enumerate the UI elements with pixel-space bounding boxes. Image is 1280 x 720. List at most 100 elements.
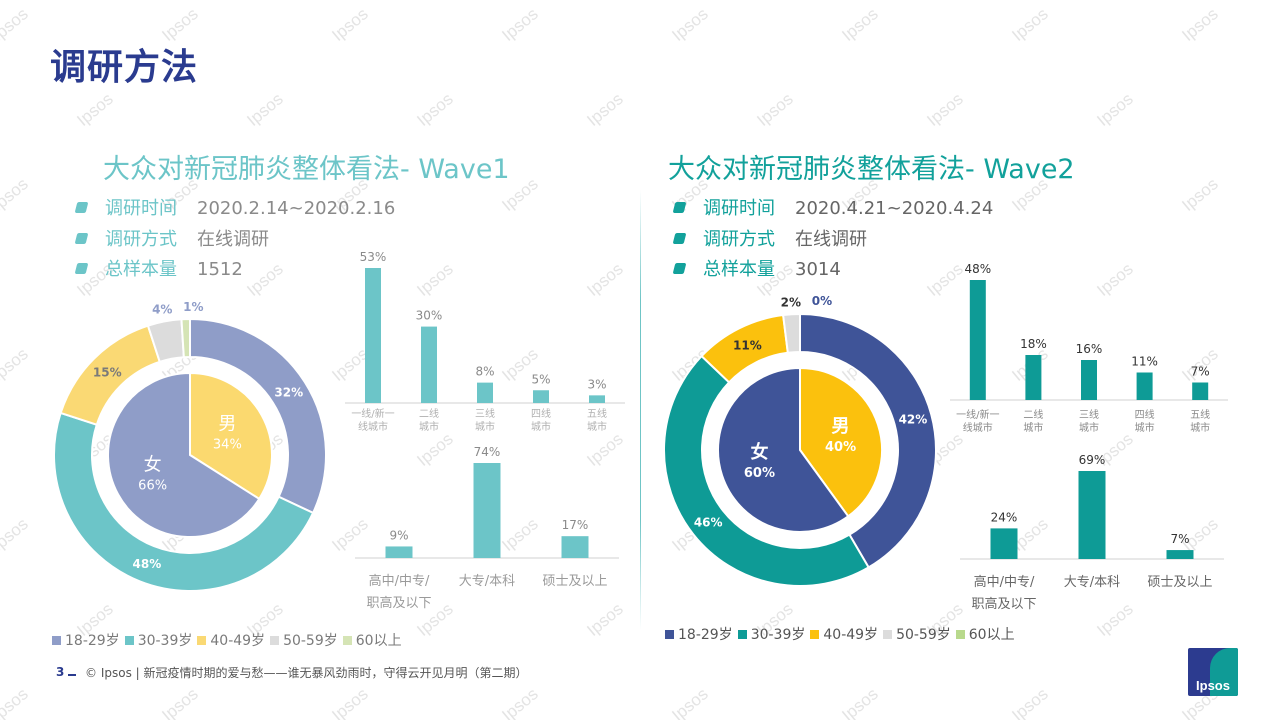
bar-category-label: 线城市 [963,421,993,434]
bar [533,390,549,403]
info-value: 在线调研 [795,229,867,250]
age-ring-segment [189,317,327,515]
age-ring-label: 48% [133,557,162,571]
legend-item: 60以上 [342,630,402,650]
info-label: 总样本量 [703,259,775,280]
bar-value-label: 18% [1020,337,1047,351]
wave1-info-row: 调研方式 在线调研 [74,225,269,251]
legend-item: 40-49岁 [810,624,878,644]
bar [365,268,381,403]
legend-label: 18-29岁 [65,633,120,649]
bar-category-label: 大专/本科 [459,574,515,589]
legend-swatch [665,629,674,639]
ipsos-logo: Ipsos [1188,648,1238,696]
legend-label: 50-59岁 [896,627,951,643]
bar-category-label: 高中/中专/ [974,574,1035,590]
bar [477,382,493,403]
age-ring-segment [663,354,870,587]
legend-label: 40-49岁 [210,633,266,649]
watermark-text: Ipsos [1008,4,1052,45]
watermark-text: Ipsos [413,89,457,130]
bar [385,546,413,558]
bar-category-label: 二线 [1023,408,1043,421]
watermark-text: Ipsos [1008,684,1052,720]
gender-slice [107,371,261,538]
page-number: 3 [56,665,65,679]
legend-swatch [810,629,820,639]
age-ring-label: 1% [183,300,203,314]
wave1-education-bar-chart: 9% 高中/中专/职高及以下 74% 大专/本科 17% 硕士及以上 [355,445,619,611]
bullet-icon [74,232,89,244]
bar-category-label: 城市 [1023,421,1043,434]
watermark-text: Ipsos [838,684,882,720]
bar-value-label: 16% [1076,342,1103,356]
bar-category-label: 硕士及以上 [542,574,607,589]
legend-item: 18-29岁 [52,630,120,650]
age-ring-segment [782,312,801,354]
info-label: 调研方式 [703,229,775,250]
legend-label: 60以上 [355,633,402,649]
bar [473,463,501,558]
gender-value-label: 66% [138,479,167,494]
wave1-title: 大众对新冠肺炎整体看法- Wave1 [103,154,510,185]
bar-category-label: 一线/新一 [351,407,394,420]
bar-category-label: 城市 [475,420,495,433]
gender-label: 男 [832,416,850,437]
bar-value-label: 74% [474,445,501,459]
gender-slice [717,366,850,533]
legend-swatch [883,629,893,639]
wave2-info-row: 总样本量 3014 [672,255,841,281]
legend-swatch [737,629,747,639]
age-ring-label: 11% [733,339,762,353]
bar-category-label: 四线 [531,407,551,420]
bar-category-label: 职高及以下 [366,595,431,611]
watermark-text: Ipsos [158,684,202,720]
watermark-text: Ipsos [498,684,542,720]
bar-category-label: 城市 [419,420,439,433]
legend-item: 30-39岁 [124,630,193,650]
bar-value-label: 30% [416,309,443,323]
bar-category-label: 大专/本科 [1064,575,1120,590]
legend-item: 50-59岁 [270,630,338,650]
wave2-info-row: 调研方式 在线调研 [672,225,867,251]
bar-value-label: 53% [360,250,387,264]
watermark-text: Ipsos [0,514,32,555]
watermark-text: Ipsos [668,684,712,720]
info-label: 调研时间 [703,198,775,219]
gender-label: 男 [218,413,236,434]
age-ring-label: 4% [152,303,172,317]
gender-value-label: 34% [213,437,242,452]
legend-label: 30-39岁 [137,633,193,649]
wave2-info-row: 调研时间 2020.4.21~2020.4.24 [672,194,993,220]
bar [561,536,589,558]
bar-value-label: 5% [531,372,550,386]
bar-category-label: 一线/新一 [956,408,999,421]
gender-value-label: 40% [825,440,856,455]
bar-category-label: 二线 [419,407,439,420]
bar-value-label: 24% [991,510,1018,524]
gender-label: 女 [750,441,768,463]
watermark-text: Ipsos [328,684,372,720]
bullet-icon [74,201,89,213]
bar-value-label: 69% [1079,453,1106,467]
panel-divider [640,190,641,630]
legend-item: 50-59岁 [883,624,951,644]
legend-item: 60以上 [955,624,1015,644]
legend-item: 18-29岁 [665,624,733,644]
bar-category-label: 三线 [1079,408,1099,421]
legend-swatch [197,635,207,645]
bar-category-label: 城市 [587,420,607,433]
watermark-text: Ipsos [0,344,32,385]
bar-category-label: 城市 [1079,421,1099,434]
bar-category-label: 五线 [587,407,607,420]
page-title: 调研方法 [50,47,199,88]
bar [990,528,1018,559]
watermark-text: Ipsos [0,4,32,45]
watermark-text: Ipsos [498,4,542,45]
bar [969,280,986,400]
logo-text: Ipsos [1196,678,1230,693]
bar-value-label: 8% [475,365,494,379]
bullet-icon [74,262,89,274]
